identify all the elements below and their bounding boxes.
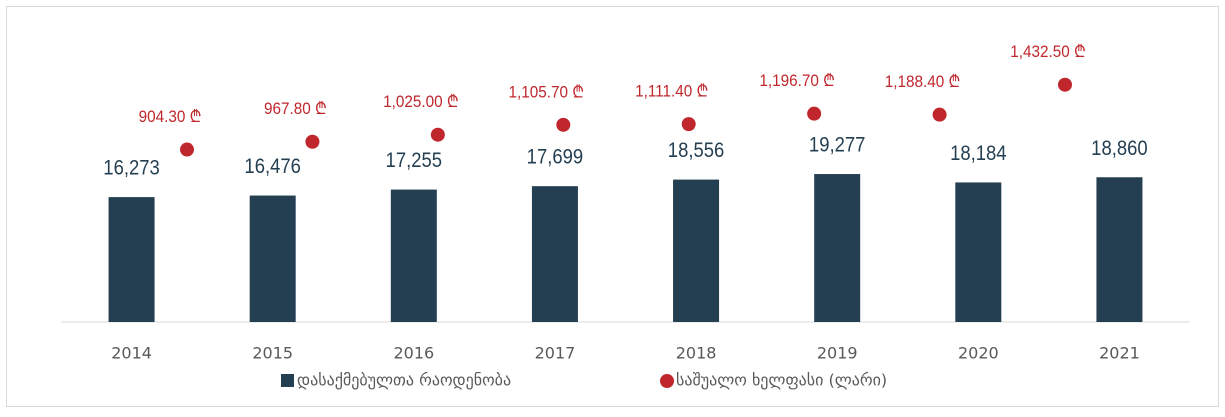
dot <box>681 117 696 132</box>
bar-value-label: 17,255 <box>386 149 442 172</box>
chart-border <box>6 6 1219 407</box>
x-tick-label: 2015 <box>252 344 293 363</box>
bar <box>814 174 861 322</box>
bar <box>390 189 437 322</box>
dot-value-label: 1,188.40 ₾ <box>885 72 961 91</box>
x-tick-label: 2014 <box>111 344 152 363</box>
x-tick-label: 2018 <box>676 344 717 363</box>
bar <box>249 195 296 322</box>
dot <box>1058 77 1072 92</box>
bar <box>1096 177 1143 322</box>
dot-value-label: 904.30 ₾ <box>139 107 202 126</box>
bar <box>673 179 720 322</box>
dot <box>932 107 947 122</box>
bar-value-label: 18,860 <box>1091 137 1147 160</box>
dot-value-label: 1,105.70 ₾ <box>509 83 585 102</box>
x-tick-label: 2019 <box>817 344 858 363</box>
dot <box>180 142 194 157</box>
bar-value-label: 16,273 <box>103 157 159 180</box>
x-tick-label: 2016 <box>393 344 434 363</box>
bar <box>955 182 1002 322</box>
x-tick-label: 2017 <box>535 344 576 363</box>
dot-value-label: 967.80 ₾ <box>264 100 327 119</box>
bar <box>108 197 155 322</box>
bar-value-label: 17,699 <box>527 146 583 169</box>
legend-swatch <box>281 374 294 387</box>
dot <box>807 106 822 121</box>
bar <box>531 186 578 322</box>
legend-label: საშუალო ხელფასი (ლარი) <box>676 371 887 390</box>
dot <box>305 134 320 149</box>
bar-value-label: 18,184 <box>950 142 1006 165</box>
dot-value-label: 1,025.00 ₾ <box>383 92 459 111</box>
x-tick-label: 2021 <box>1099 344 1140 363</box>
bar-value-label: 16,476 <box>244 155 300 178</box>
bar-value-label: 18,556 <box>668 139 724 162</box>
dot-value-label: 1,111.40 ₾ <box>635 82 708 101</box>
dot <box>556 117 571 132</box>
dot <box>430 127 445 142</box>
legend-label: დასაქმებულთა რაოდენობა <box>297 371 511 390</box>
x-tick-label: 2020 <box>958 344 999 363</box>
dot-value-label: 1,196.70 ₾ <box>759 71 835 90</box>
legend-swatch <box>660 374 674 388</box>
bar-value-label: 19,277 <box>809 134 865 157</box>
dot-value-label: 1,432.50 ₾ <box>1010 42 1086 61</box>
